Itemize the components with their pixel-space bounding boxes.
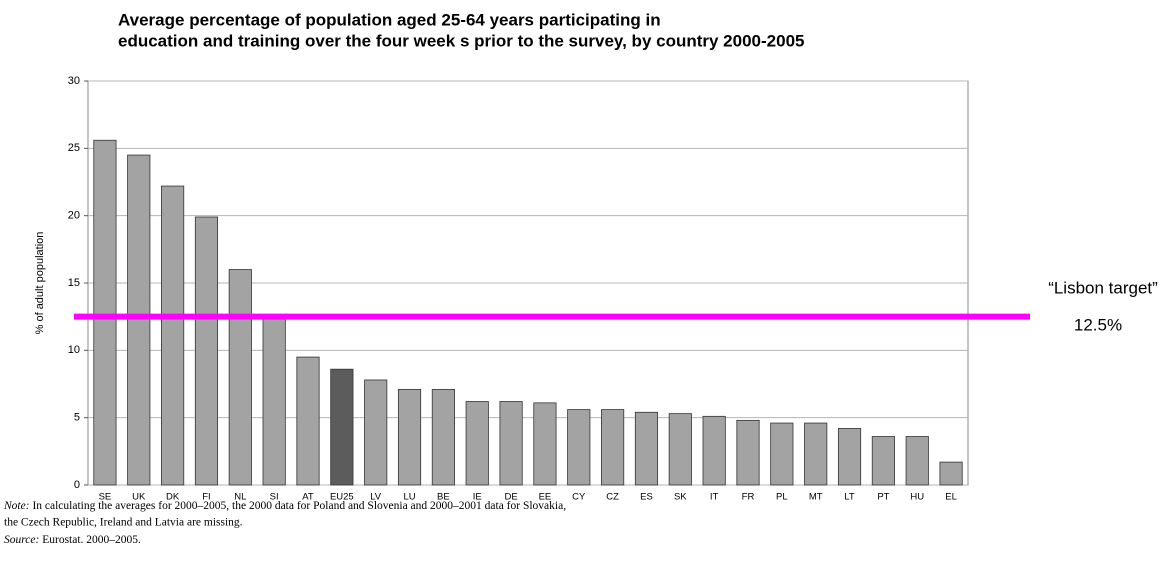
x-tick-label: SK xyxy=(674,492,687,503)
x-tick-label: PT xyxy=(877,492,889,503)
x-tick-label: MT xyxy=(809,492,823,503)
bar xyxy=(465,401,489,486)
bar xyxy=(939,461,963,486)
x-tick-label: CY xyxy=(572,492,586,503)
bar xyxy=(93,139,117,486)
bar xyxy=(770,422,794,486)
x-tick-label: EE xyxy=(539,492,552,503)
x-tick-label: NL xyxy=(234,492,246,503)
note-line: In calculating the averages for 2000–200… xyxy=(30,500,567,512)
target-name: “Lisbon target” xyxy=(1048,278,1158,297)
bar xyxy=(431,388,455,486)
x-tick-label: AT xyxy=(302,492,314,503)
chart-title-line: education and training over the four wee… xyxy=(118,31,804,50)
bar xyxy=(905,436,929,486)
y-tick-label: 10 xyxy=(68,344,80,356)
source-text: Eurostat. 2000–2005. xyxy=(39,534,141,546)
bar xyxy=(702,415,726,486)
x-tick-label: DK xyxy=(166,492,180,503)
bar xyxy=(330,368,354,486)
bar xyxy=(499,401,523,486)
x-tick-label: FR xyxy=(742,492,755,503)
x-tick-label: FI xyxy=(202,492,210,503)
bar xyxy=(228,269,252,486)
x-tick-label: DE xyxy=(504,492,517,503)
x-tick-label: BE xyxy=(437,492,450,503)
target-label: 12.5% xyxy=(1074,315,1122,334)
bar xyxy=(296,356,320,486)
note: Note: In calculating the averages for 20… xyxy=(3,500,566,512)
y-tick-label: 25 xyxy=(68,142,80,154)
chart-title-line: Average percentage of population aged 25… xyxy=(118,10,661,29)
x-tick-label: ES xyxy=(640,492,653,503)
x-tick-label: PL xyxy=(776,492,788,503)
note-label: Note: xyxy=(3,500,30,512)
x-tick-label: HU xyxy=(910,492,924,503)
bar xyxy=(262,317,286,486)
bar xyxy=(634,411,659,486)
x-tick-label: LV xyxy=(370,492,382,503)
x-tick-label: IT xyxy=(710,492,719,503)
x-tick-label: SE xyxy=(99,492,112,503)
bar xyxy=(161,185,185,486)
y-tick-label: 20 xyxy=(68,210,80,222)
bar xyxy=(668,413,692,486)
x-tick-label: EL xyxy=(945,492,957,503)
bar xyxy=(127,154,151,486)
bar xyxy=(533,402,557,486)
bar xyxy=(736,419,760,486)
y-tick-label: 0 xyxy=(74,479,80,491)
bar xyxy=(567,409,591,486)
x-tick-label: LU xyxy=(403,492,415,503)
bar xyxy=(601,409,625,486)
y-tick-label: 15 xyxy=(68,277,80,289)
source-label: Source: xyxy=(4,534,39,546)
bar xyxy=(837,428,862,486)
bar xyxy=(397,388,422,486)
x-tick-label: SI xyxy=(270,492,279,503)
source: Source: Eurostat. 2000–2005. xyxy=(4,534,141,546)
y-tick-label: 5 xyxy=(74,412,80,424)
x-tick-label: CZ xyxy=(606,492,619,503)
y-tick-label: 30 xyxy=(68,75,80,87)
x-tick-label: EU25 xyxy=(330,492,354,503)
note-line: the Czech Republic, Ireland and Latvia a… xyxy=(4,517,243,529)
bar xyxy=(804,422,828,486)
x-tick-label: LT xyxy=(844,492,855,503)
bar xyxy=(871,436,895,486)
x-tick-label: UK xyxy=(132,492,146,503)
bar xyxy=(364,379,388,486)
bar xyxy=(194,216,219,486)
x-tick-label: IE xyxy=(473,492,482,503)
y-axis-label: % of adult population xyxy=(34,232,46,335)
